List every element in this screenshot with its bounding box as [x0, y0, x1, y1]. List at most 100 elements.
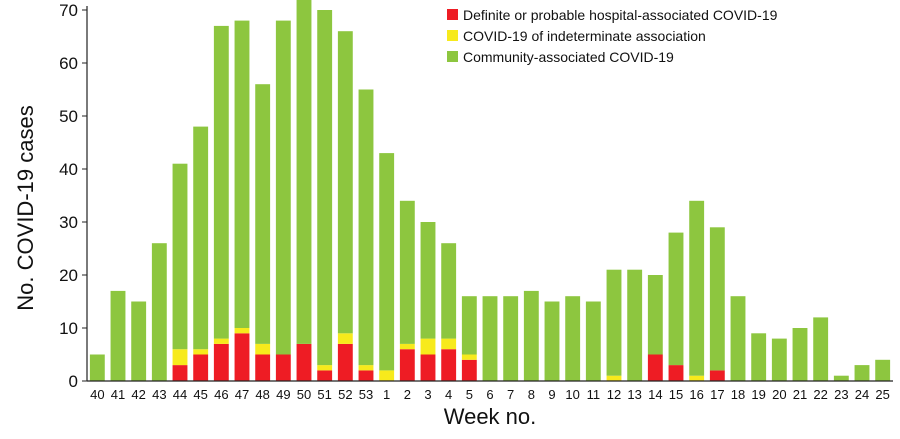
bar-segment-week-13-series-2	[627, 269, 643, 381]
y-tick-label: 20	[59, 266, 78, 285]
bar-segment-week-43-series-2	[151, 243, 167, 381]
bar-segment-week-2-series-1	[399, 343, 415, 350]
bar-segment-week-4-series-2	[441, 243, 457, 339]
bar-segment-week-24-series-2	[854, 365, 870, 381]
x-tick-label: 45	[193, 387, 207, 402]
bar-segment-week-46-series-2	[213, 25, 229, 339]
y-tick-label: 60	[59, 54, 78, 73]
x-tick-label: 12	[607, 387, 621, 402]
x-tick-label: 6	[486, 387, 493, 402]
x-tick-label: 13	[627, 387, 641, 402]
legend-swatch-community	[447, 51, 458, 62]
bar-segment-week-49-series-2	[275, 20, 291, 355]
x-tick-label: 25	[875, 387, 889, 402]
bar-segment-week-5-series-2	[461, 296, 477, 355]
x-tick-label: 7	[507, 387, 514, 402]
x-tick-label: 50	[297, 387, 311, 402]
bar-segment-week-47-series-1	[234, 328, 250, 334]
x-tick-label: 53	[359, 387, 373, 402]
x-tick-label: 4	[445, 387, 452, 402]
x-tick-label: 21	[793, 387, 807, 402]
x-tick-label: 2	[404, 387, 411, 402]
x-tick-label: 17	[710, 387, 724, 402]
bar-segment-week-15-series-0	[668, 365, 684, 381]
bar-segment-week-47-series-2	[234, 20, 250, 328]
bar-segment-week-16-series-1	[689, 375, 705, 381]
bar-segment-week-6-series-2	[482, 296, 498, 381]
bar-segment-week-52-series-1	[337, 333, 353, 344]
bar-segment-week-44-series-0	[172, 365, 188, 381]
bar-segment-week-5-series-1	[461, 354, 477, 360]
bar-segment-week-2-series-2	[399, 200, 415, 344]
x-tick-label: 3	[424, 387, 431, 402]
legend: Definite or probable hospital-associated…	[447, 7, 778, 65]
x-tick-label: 23	[834, 387, 848, 402]
x-tick-label: 14	[648, 387, 662, 402]
bar-segment-week-48-series-1	[255, 343, 271, 355]
x-tick-label: 1	[383, 387, 390, 402]
x-tick-label: 43	[152, 387, 166, 402]
bar-segment-week-50-series-2	[296, 0, 312, 344]
bar-segment-week-12-series-1	[606, 375, 622, 381]
x-tick-label: 19	[751, 387, 765, 402]
bar-segment-week-53-series-0	[358, 370, 374, 381]
x-tick-label: 18	[731, 387, 745, 402]
bar-segment-week-11-series-2	[585, 301, 601, 381]
x-tick-label: 48	[255, 387, 269, 402]
x-tick-label: 22	[813, 387, 827, 402]
x-tick-label: 49	[276, 387, 290, 402]
legend-label-indeterminate: COVID-19 of indeterminate association	[463, 28, 706, 44]
bar-segment-week-45-series-1	[193, 349, 209, 355]
bar-segment-week-44-series-2	[172, 163, 188, 350]
y-tick-label: 10	[59, 319, 78, 338]
x-ticks: 40 41 42 43 44 45 46 47 48 49 50 51 52 53 1 2 3 4 5 6 7 8 9 10 1…	[90, 387, 890, 402]
bars-layer	[89, 0, 891, 381]
x-tick-label: 15	[669, 387, 683, 402]
bar-segment-week-40-series-2	[89, 354, 105, 381]
x-tick-label: 16	[689, 387, 703, 402]
x-tick-label: 24	[855, 387, 869, 402]
bar-segment-week-14-series-2	[647, 275, 663, 355]
x-tick-label: 8	[528, 387, 535, 402]
bar-segment-week-52-series-0	[337, 343, 353, 381]
x-tick-label: 10	[565, 387, 579, 402]
bar-segment-week-23-series-2	[833, 375, 849, 381]
x-tick-label: 51	[317, 387, 331, 402]
x-tick-label: 47	[235, 387, 249, 402]
bar-segment-week-17-series-2	[709, 227, 725, 371]
bar-segment-week-1-series-2	[379, 153, 395, 371]
bar-segment-week-42-series-2	[131, 301, 147, 381]
bar-segment-week-49-series-0	[275, 354, 291, 381]
x-tick-label: 42	[131, 387, 145, 402]
bar-segment-week-53-series-1	[358, 365, 374, 371]
y-tick-label: 70	[59, 1, 78, 20]
x-axis-title: Week no.	[444, 404, 537, 429]
x-tick-label: 40	[90, 387, 104, 402]
bar-segment-week-9-series-2	[544, 301, 560, 381]
bar-segment-week-51-series-2	[317, 10, 333, 366]
bar-segment-week-5-series-0	[461, 359, 477, 381]
x-tick-label: 11	[587, 387, 601, 402]
legend-swatch-hospital	[447, 9, 458, 20]
bar-segment-week-20-series-2	[771, 338, 787, 381]
bar-segment-week-48-series-2	[255, 84, 271, 344]
bar-segment-week-45-series-2	[193, 126, 209, 350]
legend-label-hospital: Definite or probable hospital-associated…	[463, 7, 778, 23]
bar-segment-week-44-series-1	[172, 349, 188, 366]
bar-segment-week-12-series-2	[606, 269, 622, 376]
bar-segment-week-47-series-0	[234, 333, 250, 381]
legend-label-community: Community-associated COVID-19	[463, 49, 674, 65]
y-tick-label: 30	[59, 213, 78, 232]
bar-segment-week-45-series-0	[193, 354, 209, 381]
bar-segment-week-50-series-0	[296, 343, 312, 381]
axes-layer	[86, 6, 893, 382]
bar-segment-week-19-series-2	[751, 333, 767, 381]
y-tick-label: 0	[69, 372, 78, 391]
bar-segment-week-52-series-2	[337, 31, 353, 334]
bar-segment-week-48-series-0	[255, 354, 271, 381]
bar-segment-week-51-series-1	[317, 365, 333, 371]
x-tick-label: 5	[466, 387, 473, 402]
x-tick-label: 20	[772, 387, 786, 402]
